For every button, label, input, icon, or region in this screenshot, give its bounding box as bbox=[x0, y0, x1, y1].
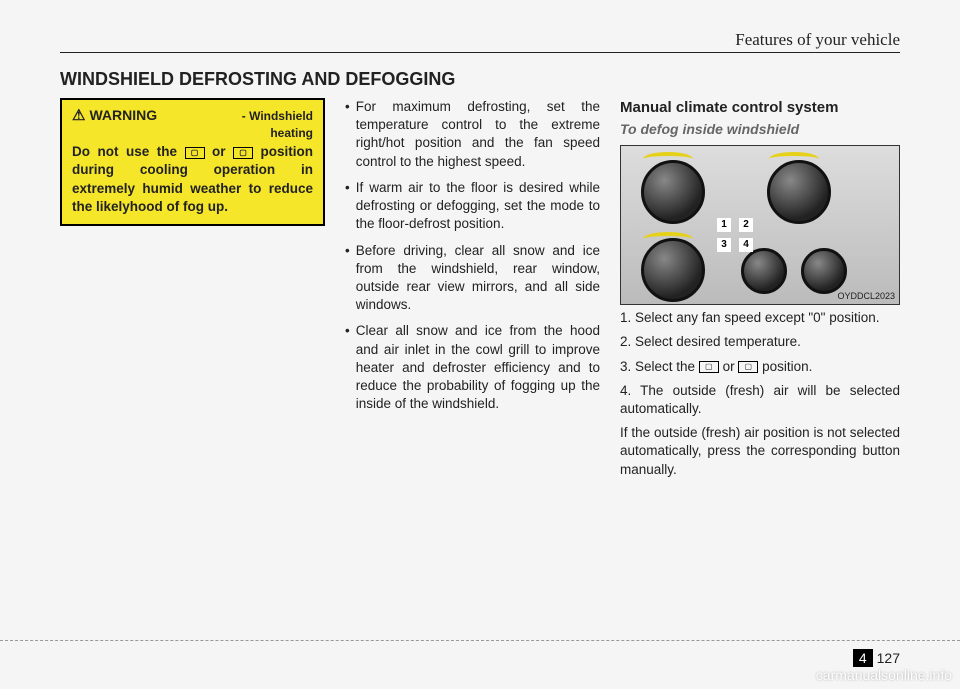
section-header: Features of your vehicle bbox=[60, 30, 900, 50]
bullet-item: Clear all snow and ice from the hood and… bbox=[345, 322, 600, 413]
ac-button bbox=[741, 248, 787, 294]
column-3: Manual climate control system To defog i… bbox=[620, 98, 900, 485]
step-1: 1. Select any fan speed except "0" posit… bbox=[620, 309, 900, 327]
bullet-item: For maximum defrosting, set the temperat… bbox=[345, 98, 600, 171]
climate-control-diagram: 1 2 3 4 OYDDCL2023 bbox=[620, 145, 900, 305]
page-footer: 4127 bbox=[853, 649, 900, 667]
step-4: 4. The outside (fresh) air will be selec… bbox=[620, 382, 900, 418]
defrost-icon: ▢ bbox=[185, 147, 205, 159]
diagram-label-1: 1 bbox=[717, 218, 731, 232]
bullet-item: Before driving, clear all snow and ice f… bbox=[345, 242, 600, 315]
defrost-icon: ▢ bbox=[699, 361, 719, 373]
temp-dial bbox=[767, 160, 831, 224]
warning-body: Do not use the ▢ or ▢ position during co… bbox=[72, 143, 313, 216]
warning-heading: ⚠ WARNING - Windshield bbox=[72, 106, 313, 125]
warning-subtitle-2: heating bbox=[72, 125, 313, 141]
warning-box: ⚠ WARNING - Windshield heating Do not us… bbox=[60, 98, 325, 226]
diagram-label-2: 2 bbox=[739, 218, 753, 232]
warning-subtitle-1: - Windshield bbox=[242, 108, 313, 124]
col3-subheading: To defog inside windshield bbox=[620, 120, 900, 139]
bullet-list: For maximum defrosting, set the temperat… bbox=[345, 98, 600, 414]
step-2: 2. Select desired temperature. bbox=[620, 333, 900, 351]
step-3: 3. Select the ▢ or ▢ position. bbox=[620, 358, 900, 376]
warning-label: WARNING bbox=[89, 106, 157, 125]
warning-body-mid: or bbox=[205, 144, 234, 159]
chapter-number: 4 bbox=[853, 649, 873, 667]
page-title: WINDSHIELD DEFROSTING AND DEFOGGING bbox=[60, 69, 900, 90]
watermark: carmanualsonline.info bbox=[816, 667, 952, 683]
warning-body-before: Do not use the bbox=[72, 144, 185, 159]
diagram-label-4: 4 bbox=[739, 238, 753, 252]
floor-defrost-icon: ▢ bbox=[233, 147, 253, 159]
header-rule bbox=[60, 52, 900, 53]
diagram-label-3: 3 bbox=[717, 238, 731, 252]
column-1: ⚠ WARNING - Windshield heating Do not us… bbox=[60, 98, 325, 485]
floor-defrost-icon: ▢ bbox=[738, 361, 758, 373]
bullet-item: If warm air to the floor is desired whil… bbox=[345, 179, 600, 234]
footer-dashed-rule bbox=[0, 640, 960, 641]
manual-page: Features of your vehicle WINDSHIELD DEFR… bbox=[0, 0, 960, 689]
warning-triangle-icon: ⚠ bbox=[72, 108, 85, 123]
image-code: OYDDCL2023 bbox=[837, 290, 895, 302]
steps-note: If the outside (fresh) air position is n… bbox=[620, 424, 900, 479]
recirc-button bbox=[801, 248, 847, 294]
column-2: For maximum defrosting, set the temperat… bbox=[345, 98, 600, 485]
fan-dial bbox=[641, 160, 705, 224]
mode-dial bbox=[641, 238, 705, 302]
page-number: 127 bbox=[877, 650, 900, 666]
content-columns: ⚠ WARNING - Windshield heating Do not us… bbox=[60, 98, 900, 485]
steps-list: 1. Select any fan speed except "0" posit… bbox=[620, 309, 900, 479]
col3-heading: Manual climate control system bbox=[620, 98, 900, 118]
